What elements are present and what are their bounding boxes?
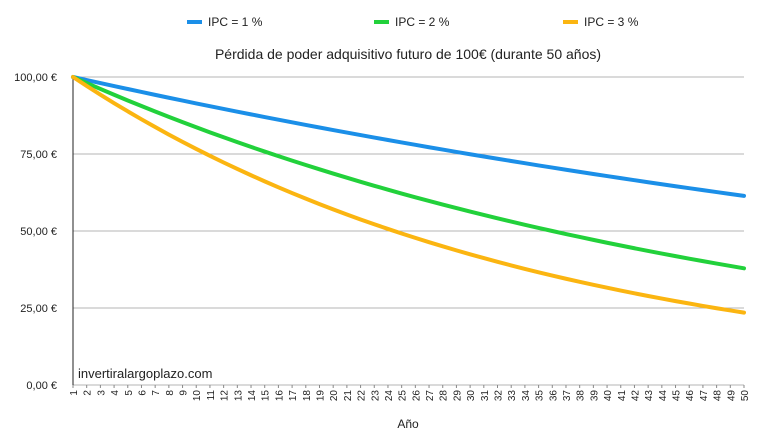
x-tick-label: 48 — [713, 390, 724, 402]
y-axis-ticks: 0,00 € 25,00 € 50,00 € 75,00 € 100,00 € — [14, 72, 57, 392]
series-line-1 — [71, 75, 746, 198]
x-tick-label: 42 — [630, 390, 641, 402]
x-tick-label: 46 — [685, 390, 696, 402]
x-tick-label: 20 — [329, 390, 340, 402]
x-tick-label: 16 — [274, 390, 285, 402]
x-axis-ticks: 1 2 3 4 5 6 7 8 9 10 11 12 13 14 15 16 17 18 19 20 21 22 23 24 2… — [69, 385, 751, 401]
legend: IPC = 1 % IPC = 2 % IPC = 3 % — [187, 15, 639, 29]
x-tick-label: 14 — [247, 390, 258, 402]
x-tick-label: 21 — [343, 390, 354, 402]
x-tick-label: 6 — [137, 390, 148, 396]
x-tick-label: 34 — [521, 390, 532, 402]
x-tick-label: 41 — [617, 390, 628, 402]
y-tick-label: 25,00 € — [20, 303, 57, 315]
x-tick-label: 39 — [589, 390, 600, 402]
x-tick-label: 3 — [96, 390, 107, 396]
legend-label-1: IPC = 1 % — [208, 15, 263, 29]
x-tick-label: 33 — [507, 390, 518, 402]
x-tick-label: 18 — [302, 390, 313, 402]
x-tick-label: 29 — [452, 390, 463, 402]
x-tick-label: 11 — [206, 390, 217, 401]
x-tick-label: 36 — [548, 390, 559, 402]
watermark-annotation: invertiralargoplazo.com — [78, 366, 212, 381]
x-tick-label: 44 — [658, 390, 669, 402]
x-tick-label: 17 — [288, 390, 299, 402]
x-tick-label: 43 — [644, 390, 655, 402]
legend-label-2: IPC = 2 % — [395, 15, 450, 29]
x-tick-label: 25 — [398, 390, 409, 402]
x-tick-label: 31 — [480, 390, 491, 402]
x-tick-label: 38 — [576, 390, 587, 402]
chart-title: Pérdida de poder adquisitivo futuro de 1… — [215, 46, 601, 62]
x-tick-label: 37 — [562, 390, 573, 402]
x-tick-label: 30 — [466, 390, 477, 402]
x-tick-label: 8 — [165, 390, 176, 396]
x-tick-label: 40 — [603, 390, 614, 402]
x-tick-label: 49 — [726, 390, 737, 402]
x-tick-label: 5 — [124, 390, 135, 396]
x-tick-label: 28 — [439, 390, 450, 402]
x-axis-label: Año — [397, 417, 419, 431]
x-tick-label: 12 — [220, 390, 231, 402]
x-tick-label: 15 — [261, 390, 272, 402]
x-tick-label: 50 — [740, 390, 751, 402]
x-tick-label: 9 — [179, 390, 190, 396]
x-tick-label: 32 — [494, 390, 505, 402]
series-lines — [71, 75, 746, 315]
x-tick-label: 22 — [357, 390, 368, 402]
x-tick-label: 19 — [315, 390, 326, 402]
gridlines — [72, 76, 744, 386]
x-tick-label: 24 — [384, 390, 395, 402]
x-tick-label: 23 — [370, 390, 381, 402]
y-tick-label: 75,00 € — [20, 149, 57, 161]
series-line-3 — [71, 75, 746, 315]
y-tick-label: 50,00 € — [20, 226, 57, 238]
x-tick-label: 35 — [535, 390, 546, 402]
legend-label-3: IPC = 3 % — [584, 15, 639, 29]
x-tick-label: 4 — [110, 390, 121, 396]
x-tick-label: 13 — [233, 390, 244, 402]
x-tick-label: 1 — [69, 390, 80, 396]
x-tick-label: 2 — [83, 390, 94, 396]
series-line-2 — [71, 75, 746, 271]
x-tick-label: 7 — [151, 390, 162, 396]
x-tick-label: 10 — [192, 390, 203, 402]
y-tick-label: 0,00 € — [26, 380, 57, 392]
x-tick-label: 27 — [425, 390, 436, 402]
y-tick-label: 100,00 € — [14, 72, 57, 84]
x-tick-label: 47 — [699, 390, 710, 402]
x-tick-label: 45 — [672, 390, 683, 402]
x-tick-label: 26 — [411, 390, 422, 402]
